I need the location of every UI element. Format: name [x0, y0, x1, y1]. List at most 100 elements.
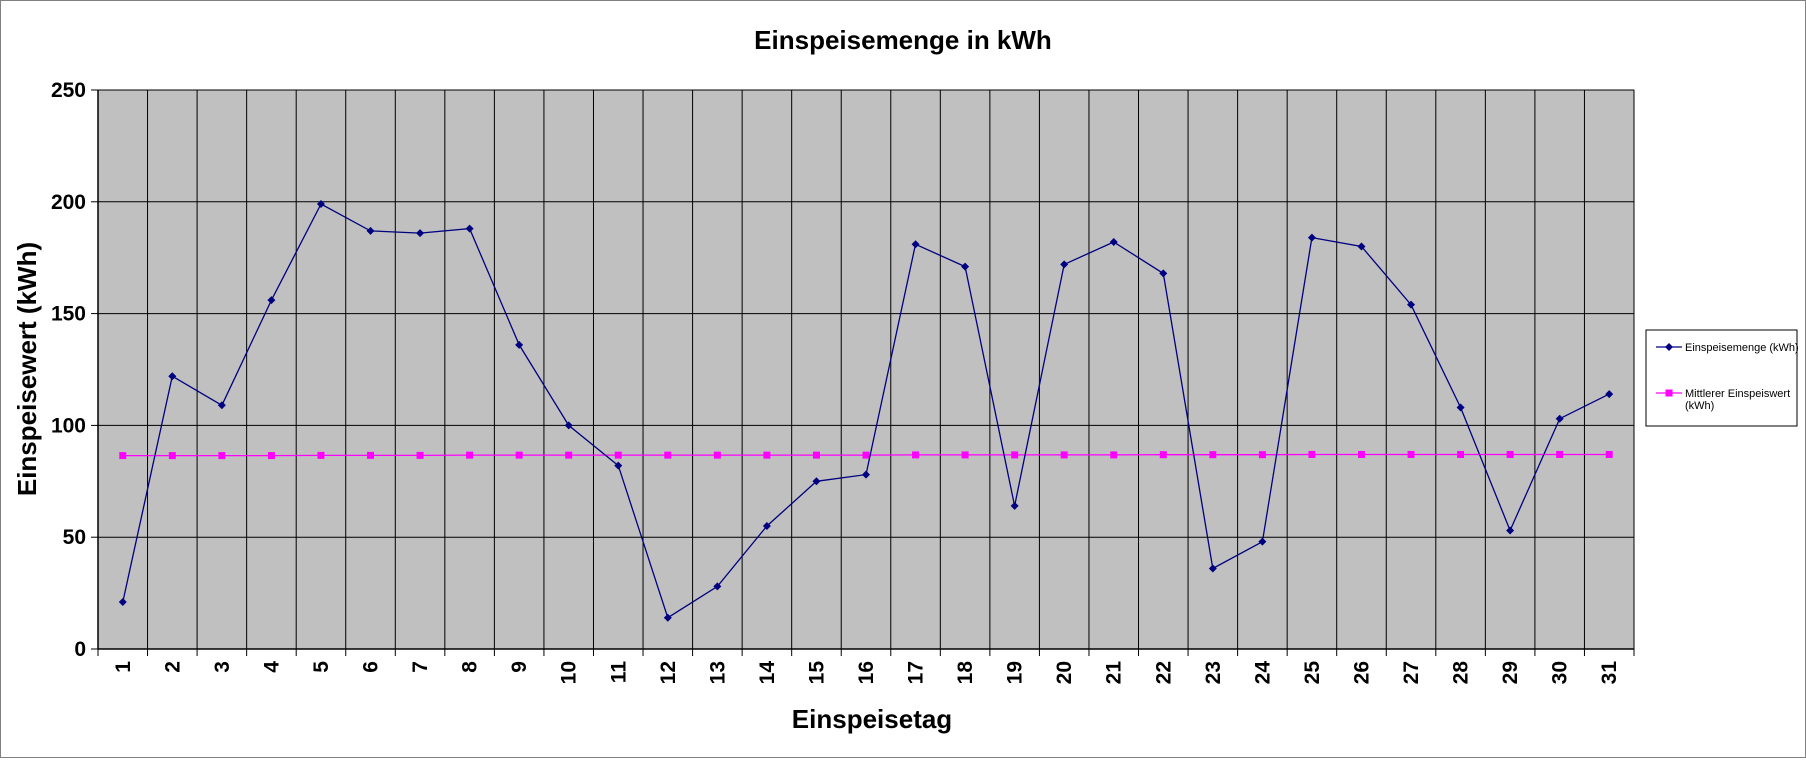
data-point: [1457, 450, 1465, 458]
data-point: [465, 224, 474, 233]
data-point: [1556, 450, 1564, 458]
y-tick-label: 0: [74, 638, 86, 661]
data-point: [663, 613, 672, 622]
x-tick-label: 8: [459, 661, 482, 673]
data-point: [912, 451, 920, 459]
x-axis-title: Einspeisetag: [792, 704, 952, 734]
legend: Einspeisemenge (kWh) Mittlerer Einspeiswe…: [1645, 329, 1799, 427]
x-tick-label: 27: [1400, 661, 1423, 684]
data-point: [1307, 233, 1316, 242]
legend-item: Mittlerer Einspeiswert (kWh): [1656, 388, 1790, 412]
data-point: [316, 200, 325, 209]
data-point: [267, 296, 276, 305]
data-point: [267, 452, 275, 460]
data-point: [515, 340, 524, 349]
data-point: [1010, 501, 1019, 510]
data-point: [1159, 451, 1167, 459]
data-point: [961, 451, 969, 459]
data-point: [1060, 451, 1068, 459]
legend-marker: [1665, 343, 1673, 351]
x-tick-labels: 1 2 3 4 5 6 7 8 9 10 11 12 13 14 15 16 17 18 19 20 21 22 23 24 2…: [112, 661, 1621, 685]
axes: [91, 89, 1635, 656]
x-tick-label: 2: [161, 661, 184, 673]
data-point: [416, 229, 425, 238]
legend-items: Einspeisemenge (kWh) Mittlerer Einspeiswe…: [1656, 342, 1799, 412]
data-point: [713, 582, 722, 591]
data-point: [1555, 414, 1564, 423]
data-point: [515, 451, 523, 459]
data-point: [1159, 269, 1168, 278]
data-point: [664, 451, 672, 459]
data-point: [317, 451, 325, 459]
x-tick-label: 28: [1450, 661, 1473, 685]
x-tick-label: 11: [607, 661, 630, 684]
data-point: [812, 451, 820, 459]
data-point: [614, 461, 623, 470]
data-point: [713, 451, 721, 459]
x-tick-label: 23: [1202, 661, 1225, 684]
y-tick-label: 250: [51, 79, 86, 102]
y-tick-label: 50: [63, 526, 86, 549]
data-point: [1258, 537, 1267, 546]
data-point: [168, 372, 177, 381]
data-point: [1605, 390, 1614, 399]
x-tick-label: 30: [1549, 661, 1572, 684]
x-tick-label: 21: [1103, 661, 1126, 685]
y-tick-label: 100: [51, 414, 86, 437]
x-tick-label: 5: [310, 661, 333, 673]
data-point: [1011, 451, 1019, 459]
data-point: [961, 262, 970, 271]
legend-label: Einspeisemenge (kWh): [1685, 342, 1799, 354]
data-point: [1258, 451, 1266, 459]
data-point: [862, 470, 870, 479]
data-point: [466, 451, 474, 459]
data-point: [911, 240, 920, 249]
x-tick-label: 20: [1053, 661, 1076, 684]
x-tick-label: 24: [1251, 661, 1274, 685]
data-point: [1110, 451, 1118, 459]
gridlines: [97, 89, 1635, 650]
data-point: [168, 452, 176, 460]
y-tick-label: 150: [51, 303, 86, 326]
x-tick-label: 26: [1350, 661, 1373, 684]
x-tick-label: 31: [1598, 661, 1621, 685]
x-tick-label: 17: [905, 661, 928, 684]
data-point: [1506, 526, 1515, 535]
data-point: [119, 452, 127, 460]
x-tick-label: 12: [657, 661, 680, 684]
data-point: [614, 451, 622, 459]
data-point: [762, 522, 771, 531]
data-point: [1208, 564, 1217, 573]
x-tick-label: 10: [558, 661, 581, 684]
x-tick-label: 4: [260, 661, 283, 673]
data-point: [565, 451, 573, 459]
x-tick-label: 19: [1004, 661, 1027, 684]
data-point: [1506, 450, 1514, 458]
data-point: [564, 421, 573, 430]
x-tick-label: 29: [1499, 661, 1522, 684]
data-point: [1308, 450, 1316, 458]
chart-title: Einspeisemenge in kWh: [754, 25, 1052, 55]
legend-item: Einspeisemenge (kWh): [1656, 342, 1799, 354]
data-point: [1407, 450, 1415, 458]
data-point: [812, 477, 821, 486]
x-tick-label: 7: [409, 661, 432, 673]
x-tick-label: 16: [855, 661, 878, 684]
y-tick-labels: 0 50 100 150 200 250: [51, 79, 86, 661]
series-1: [118, 200, 1614, 622]
x-tick-label: 13: [706, 661, 729, 684]
data-point: [862, 451, 870, 459]
data-point: [1357, 450, 1365, 458]
x-tick-label: 1: [112, 661, 135, 673]
series: [118, 200, 1614, 622]
y-tick-label: 200: [51, 191, 86, 214]
data-point: [1109, 238, 1118, 247]
data-point: [366, 226, 375, 235]
data-point: [118, 598, 127, 607]
data-point: [218, 452, 226, 460]
data-point: [1407, 300, 1416, 309]
y-axis-title: Einspeisewert (kWh): [12, 242, 42, 496]
data-point: [416, 451, 424, 459]
data-point: [367, 451, 375, 459]
